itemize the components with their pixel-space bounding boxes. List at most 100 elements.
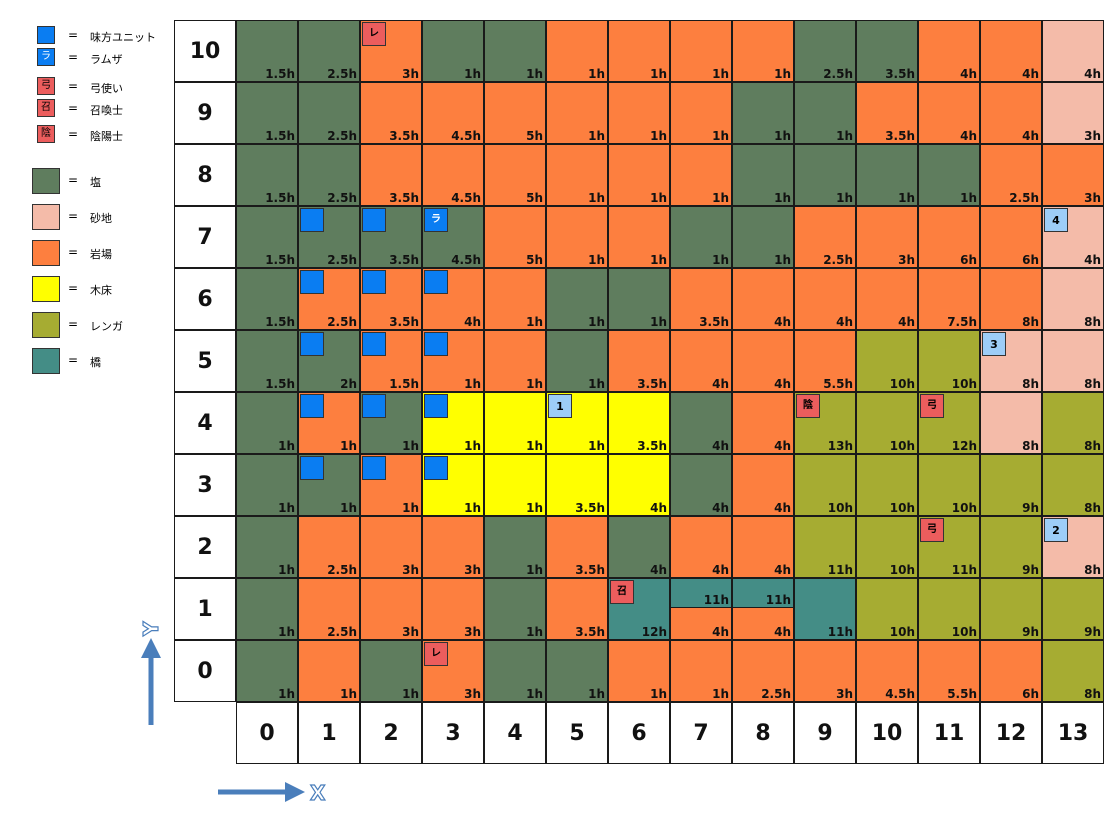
map-tile[interactable]: 3.5h <box>856 82 918 144</box>
map-tile[interactable]: 1h <box>298 454 360 516</box>
map-tile[interactable]: 9h <box>1042 578 1104 640</box>
map-tile[interactable]: 1h <box>236 578 298 640</box>
map-tile[interactable]: 8h <box>980 392 1042 454</box>
map-tile[interactable]: 3h <box>856 206 918 268</box>
map-tile[interactable]: 1h <box>236 640 298 702</box>
map-tile[interactable]: 1h <box>484 330 546 392</box>
map-tile[interactable]: 12h 召 <box>608 578 670 640</box>
map-tile[interactable]: 3h <box>1042 82 1104 144</box>
ally-unit-marker[interactable] <box>424 394 448 418</box>
map-tile[interactable]: 4h <box>670 330 732 392</box>
map-tile[interactable]: 1h <box>236 516 298 578</box>
ally-unit-marker[interactable] <box>300 456 324 480</box>
enemy-unit-marker[interactable]: レ <box>362 22 386 46</box>
map-tile[interactable]: 2.5h <box>298 578 360 640</box>
map-tile[interactable]: 11h <box>794 516 856 578</box>
map-tile[interactable]: 1h <box>608 268 670 330</box>
map-tile[interactable]: 3h <box>422 516 484 578</box>
map-tile[interactable]: 5h <box>484 82 546 144</box>
ally-unit-marker[interactable] <box>362 270 386 294</box>
map-tile[interactable]: 2.5h <box>980 144 1042 206</box>
map-tile[interactable]: 1h <box>732 144 794 206</box>
map-tile[interactable]: 12h 弓 <box>918 392 980 454</box>
map-tile[interactable]: 10h <box>918 454 980 516</box>
map-tile[interactable]: 8h <box>1042 330 1104 392</box>
map-tile[interactable]: 1h <box>608 206 670 268</box>
map-tile[interactable]: 1.5h <box>360 330 422 392</box>
ally-unit-marker[interactable] <box>300 208 324 232</box>
map-tile[interactable]: 3.5h <box>856 20 918 82</box>
map-tile[interactable]: 4h <box>980 82 1042 144</box>
map-tile[interactable]: 1h <box>670 82 732 144</box>
ally-unit-marker[interactable] <box>362 208 386 232</box>
map-tile[interactable]: 1h <box>546 144 608 206</box>
map-tile[interactable]: 4h <box>732 268 794 330</box>
map-tile[interactable]: 10h <box>856 516 918 578</box>
map-tile[interactable]: 1h <box>422 454 484 516</box>
map-tile[interactable]: 4h <box>670 516 732 578</box>
map-tile[interactable]: 2h <box>298 330 360 392</box>
map-tile[interactable]: 5h <box>484 206 546 268</box>
map-tile[interactable]: 1h <box>794 82 856 144</box>
map-tile[interactable]: 1h <box>484 392 546 454</box>
map-tile[interactable]: 10h <box>918 330 980 392</box>
map-tile[interactable]: 4.5h <box>422 144 484 206</box>
map-tile[interactable]: 2.5h <box>298 268 360 330</box>
map-tile[interactable]: 10h <box>794 454 856 516</box>
map-tile[interactable]: 4.5h <box>422 82 484 144</box>
map-tile[interactable]: 1h <box>422 392 484 454</box>
map-tile[interactable]: 4h <box>608 516 670 578</box>
map-tile[interactable]: 4.5h <box>856 640 918 702</box>
map-tile[interactable]: 3h <box>794 640 856 702</box>
map-tile[interactable]: 3.5h <box>608 330 670 392</box>
enemy-unit-marker[interactable]: 陰 <box>796 394 820 418</box>
map-tile[interactable]: 4h <box>918 20 980 82</box>
map-tile[interactable]: 3.5h <box>360 82 422 144</box>
map-tile[interactable]: 4.5h ラ <box>422 206 484 268</box>
map-tile[interactable]: 1h 1 <box>546 392 608 454</box>
map-tile[interactable]: 2.5h <box>298 82 360 144</box>
map-tile[interactable]: 5.5h <box>794 330 856 392</box>
map-tile[interactable]: 1h <box>732 20 794 82</box>
map-tile[interactable]: 3.5h <box>546 454 608 516</box>
map-tile[interactable]: 3.5h <box>546 516 608 578</box>
map-tile[interactable]: 11h <box>794 578 856 640</box>
map-tile[interactable]: 4h <box>918 82 980 144</box>
enemy-unit-marker[interactable]: 弓 <box>920 518 944 542</box>
numbered-unit-marker[interactable]: 3 <box>982 332 1006 356</box>
ally-unit-marker[interactable] <box>300 332 324 356</box>
map-tile[interactable]: 3h <box>422 578 484 640</box>
map-tile[interactable]: 7.5h <box>918 268 980 330</box>
map-tile[interactable]: 11h 弓 <box>918 516 980 578</box>
map-tile[interactable]: 5h <box>484 144 546 206</box>
map-tile[interactable]: 4h <box>732 516 794 578</box>
map-tile[interactable]: 1h <box>546 82 608 144</box>
map-tile[interactable]: 1h <box>670 144 732 206</box>
map-tile[interactable]: 1.5h <box>236 144 298 206</box>
map-tile[interactable]: 1h <box>360 640 422 702</box>
map-tile[interactable]: 1h <box>670 640 732 702</box>
map-tile[interactable]: 1h <box>484 20 546 82</box>
map-tile[interactable]: 1h <box>546 268 608 330</box>
ally-unit-marker[interactable] <box>362 456 386 480</box>
map-tile[interactable]: 1h <box>670 20 732 82</box>
enemy-unit-marker[interactable]: 召 <box>610 580 634 604</box>
map-tile[interactable]: 3.5h <box>670 268 732 330</box>
map-tile[interactable]: 8h <box>1042 392 1104 454</box>
map-tile[interactable]: 3.5h <box>360 144 422 206</box>
map-tile[interactable]: 4h <box>732 392 794 454</box>
map-tile[interactable]: 8h <box>1042 640 1104 702</box>
map-tile[interactable]: 1h <box>608 82 670 144</box>
map-tile[interactable]: 10h <box>856 454 918 516</box>
map-tile[interactable]: 1.5h <box>236 330 298 392</box>
map-tile[interactable]: 8h <box>1042 454 1104 516</box>
map-tile[interactable]: 6h <box>980 640 1042 702</box>
numbered-unit-marker[interactable]: 4 <box>1044 208 1068 232</box>
map-tile[interactable]: 4h <box>608 454 670 516</box>
map-tile[interactable]: 1h <box>298 640 360 702</box>
map-tile[interactable]: 1h <box>484 578 546 640</box>
map-tile[interactable]: 2.5h <box>298 20 360 82</box>
map-tile[interactable]: 8h <box>1042 268 1104 330</box>
map-tile[interactable]: 10h <box>856 578 918 640</box>
map-tile[interactable]: 3h レ <box>360 20 422 82</box>
